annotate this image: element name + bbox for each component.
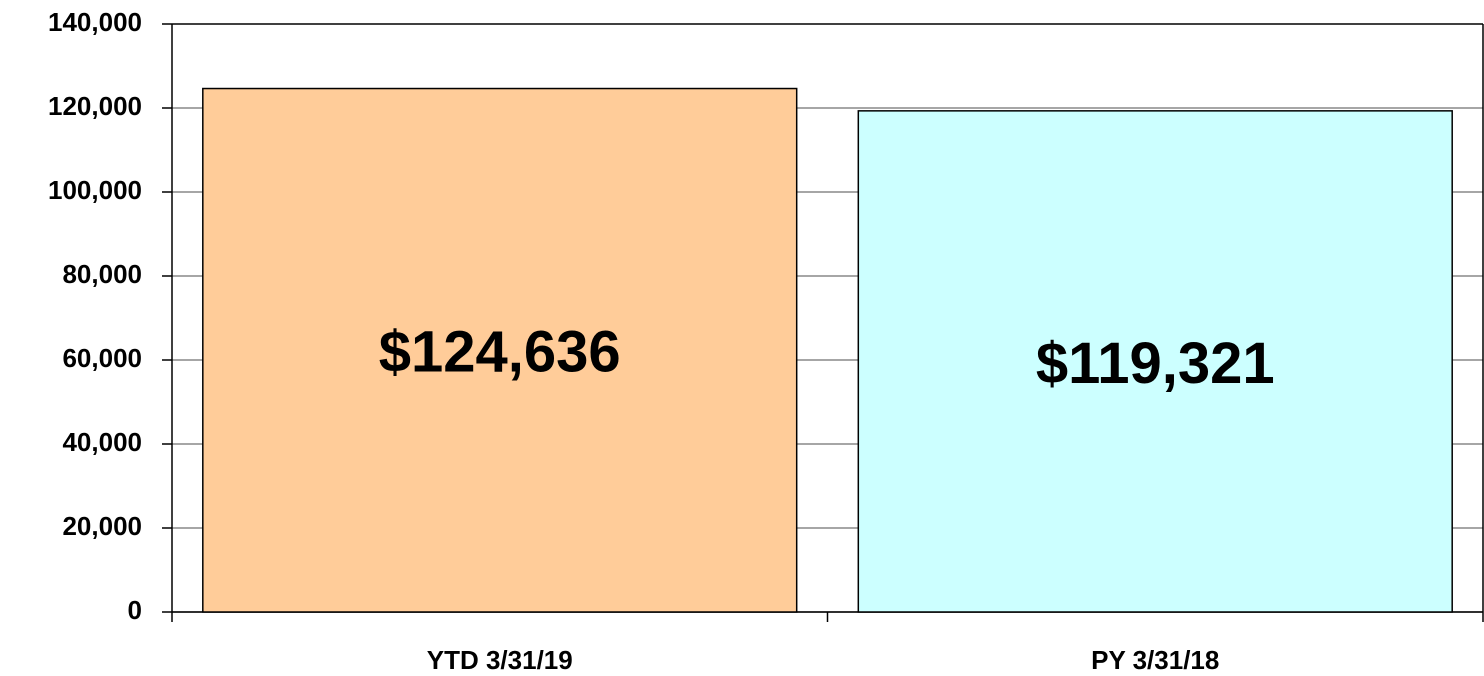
value-label: $124,636 xyxy=(379,320,621,385)
x-tick-label: PY 3/31/18 xyxy=(1091,645,1219,675)
y-tick-label: 140,000 xyxy=(48,7,142,37)
bar xyxy=(202,87,798,613)
y-tick-label: 120,000 xyxy=(48,91,142,121)
y-tick-label: 20,000 xyxy=(62,511,142,541)
y-tick-label: 0 xyxy=(128,595,142,625)
y-tick-label: 60,000 xyxy=(62,343,142,373)
value-label: $119,321 xyxy=(1036,331,1275,396)
y-tick-label: 100,000 xyxy=(48,175,142,205)
y-tick-label: 80,000 xyxy=(62,259,142,289)
x-tick-label: YTD 3/31/19 xyxy=(427,645,573,675)
y-tick-label: 40,000 xyxy=(62,427,142,457)
bar xyxy=(857,110,1453,613)
